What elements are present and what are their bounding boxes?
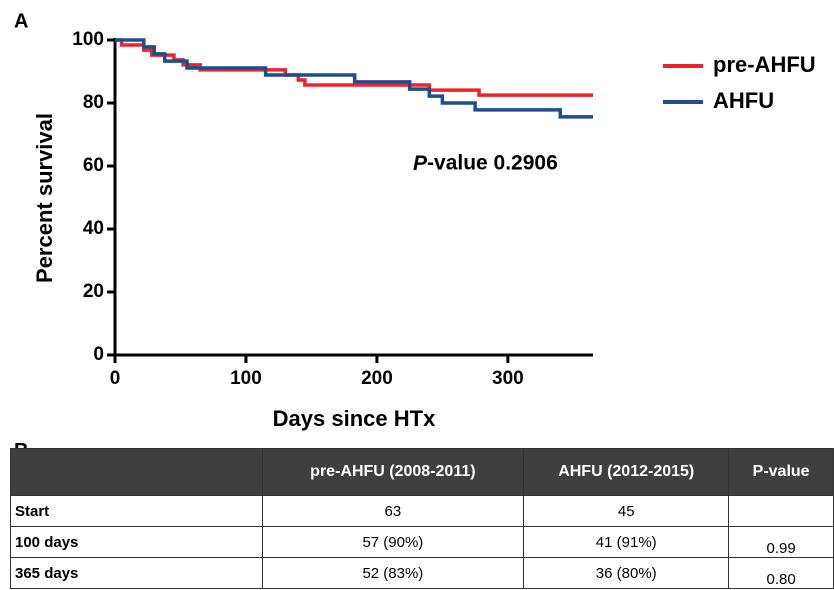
chart: A Percent survival Days since HTx 0 20 40 6… — [14, 10, 816, 431]
table-cell: 0.80 — [728, 557, 834, 589]
header-cell: P-value — [728, 448, 834, 496]
table: pre-AHFU (2008-2011) AHFU (2012-2015) P-va… — [10, 448, 834, 589]
y-tick-label: 20 — [83, 281, 104, 302]
table-row: Start 63 45 — [10, 495, 834, 527]
x-tick-label: 200 — [361, 368, 393, 389]
table-cell: 41 (91%) — [523, 526, 730, 558]
header-cell: AHFU (2012-2015) — [523, 448, 730, 496]
table-cell: 52 (83%) — [261, 557, 525, 589]
table-row: 365 days 52 (83%) 36 (80%) 0.80 — [10, 557, 834, 589]
table-row: 100 days 57 (90%) 41 (91%) 0.99 — [10, 526, 834, 558]
table-cell: 365 days — [10, 557, 263, 589]
table-cell: 0.99 — [728, 526, 834, 558]
y-axis-label: Percent survival — [32, 113, 57, 283]
table-cell: 100 days — [10, 526, 263, 558]
x-tick-label: 300 — [492, 368, 524, 389]
table-cell: 63 — [261, 495, 525, 527]
table-cell — [728, 495, 834, 527]
panel-label: A — [14, 10, 28, 32]
legend-label: AHFU — [713, 88, 774, 113]
table-cell: 45 — [523, 495, 730, 527]
y-tick-label: 0 — [93, 344, 104, 365]
annotation: P-value 0.2906 — [413, 152, 558, 175]
y-tick-label: 60 — [83, 155, 104, 176]
header-cell: pre-AHFU (2008-2011) — [261, 448, 525, 496]
table-cell: Start — [10, 495, 263, 527]
table-cell: 57 (90%) — [261, 526, 525, 558]
legend-label: pre-AHFU — [713, 52, 816, 77]
x-axis-label: Days since HTx — [273, 406, 436, 431]
x-tick-label: 0 — [110, 368, 121, 389]
survival-line — [115, 38, 593, 119]
y-tick-label: 80 — [83, 92, 104, 113]
y-tick-label: 100 — [72, 29, 104, 50]
x-tick-label: 100 — [230, 368, 262, 389]
header-cell — [10, 448, 263, 496]
table-cell: 36 (80%) — [523, 557, 730, 589]
y-tick-label: 40 — [83, 218, 104, 239]
